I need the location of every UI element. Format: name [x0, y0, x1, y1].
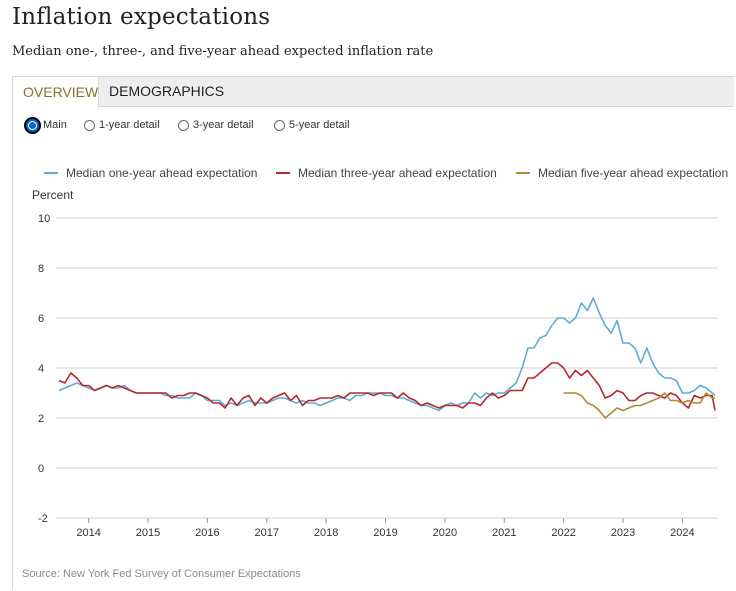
- x-tick-label: 2019: [373, 527, 397, 539]
- y-axis-ticks: -2 0 2 4 6 8 10: [38, 213, 50, 525]
- radio-selected-icon: [26, 118, 39, 132]
- x-tick-label: 2018: [314, 527, 338, 539]
- radio-unselected-icon: [178, 119, 189, 131]
- radio-1-year-label: 1-year detail: [99, 119, 160, 131]
- radio-5-year-label: 5-year detail: [289, 119, 350, 131]
- x-tick-label: 2022: [551, 527, 575, 539]
- y-tick-label: 6: [38, 313, 44, 325]
- y-tick-label: 10: [38, 213, 50, 225]
- y-tick-label: 8: [38, 263, 44, 275]
- radio-1-year-detail[interactable]: 1-year detail: [84, 117, 160, 133]
- gridlines: [56, 217, 718, 519]
- page-subtitle: Median one-, three-, and five-year ahead…: [12, 44, 434, 59]
- legend-item-one-year[interactable]: Median one-year ahead expectation: [44, 166, 257, 180]
- radio-5-year-detail[interactable]: 5-year detail: [274, 117, 350, 133]
- source-note: Source: New York Fed Survey of Consumer …: [22, 568, 301, 580]
- y-tick-label: 2: [38, 413, 44, 425]
- x-tick-label: 2021: [492, 527, 516, 539]
- x-tick-label: 2017: [255, 527, 279, 539]
- y-tick-label: 0: [38, 463, 44, 475]
- x-tick-label: 2015: [136, 527, 160, 539]
- x-tick-label: 2024: [670, 527, 694, 539]
- legend-swatch-five-year: [516, 172, 530, 174]
- y-tick-label: -2: [38, 513, 48, 525]
- tab-demographics[interactable]: DEMOGRAPHICS: [109, 83, 225, 99]
- x-axis-ticks: 2014 2015 2016 2017 2018 2019 2020 2021 2022 2023…: [76, 518, 695, 539]
- legend-label-three-year: Median three-year ahead expectation: [298, 166, 497, 180]
- y-tick-label: 4: [38, 363, 44, 375]
- tab-bar: [12, 76, 734, 107]
- page-title: Inflation expectations: [12, 4, 271, 30]
- y-axis-label: Percent: [32, 188, 74, 202]
- legend-swatch-one-year: [44, 172, 58, 174]
- x-tick-label: 2016: [195, 527, 219, 539]
- radio-main[interactable]: Main: [26, 117, 67, 133]
- radio-unselected-icon: [274, 119, 285, 131]
- radio-3-year-label: 3-year detail: [193, 119, 254, 131]
- tab-overview[interactable]: OVERVIEW: [12, 76, 99, 108]
- legend-label-one-year: Median one-year ahead expectation: [66, 166, 258, 180]
- radio-3-year-detail[interactable]: 3-year detail: [178, 117, 254, 133]
- series-lines: [58, 297, 716, 419]
- legend-label-five-year: Median five-year ahead expectation: [538, 166, 729, 180]
- legend-item-five-year[interactable]: Median five-year ahead expectation: [516, 166, 728, 180]
- radio-unselected-icon: [84, 119, 95, 131]
- x-tick-label: 2023: [611, 527, 635, 539]
- legend-item-three-year[interactable]: Median three-year ahead expectation: [276, 166, 497, 180]
- x-tick-label: 2020: [433, 527, 457, 539]
- series-line-five-year[interactable]: [563, 392, 715, 419]
- x-tick-label: 2014: [76, 527, 100, 539]
- radio-main-label: Main: [43, 119, 67, 131]
- series-line-three-year[interactable]: [58, 362, 716, 411]
- legend-swatch-three-year: [276, 172, 290, 174]
